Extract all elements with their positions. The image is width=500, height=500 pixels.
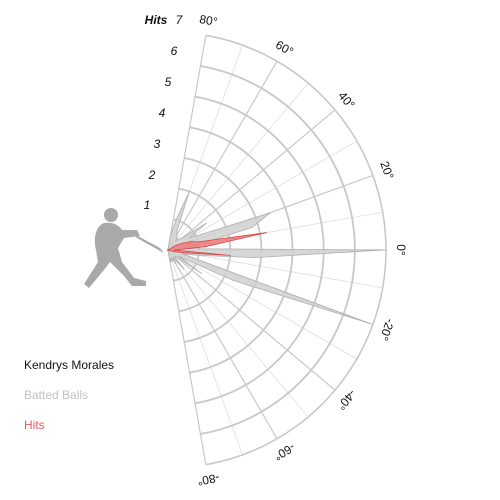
hits-point [190,240,193,243]
angle-tick-label: -60° [271,440,297,463]
batted-balls-point [382,249,384,251]
batted-balls-point [174,256,176,258]
grid-spoke [167,109,336,251]
radial-tick-label: 1 [144,198,151,212]
hits-point [265,232,267,234]
batted-balls-point [181,237,183,239]
hits-point [181,242,183,245]
grid-spoke [167,60,278,251]
chart-series [166,190,384,325]
hits-point [175,244,177,246]
grid-minor-spoke [167,249,383,289]
batted-balls-point [171,261,173,263]
batted-balls-point [251,226,253,229]
batted-balls-point [232,279,234,281]
hits-point [167,249,169,251]
batted-balls-point [176,236,178,238]
hits-point [173,249,175,251]
grid-spoke [167,35,207,251]
grid-minor-spoke [167,249,309,418]
grid-minor-spoke [167,82,309,251]
batted-balls-point [172,257,174,259]
batted-balls-point [188,190,190,193]
grid-minor-spoke [167,249,243,455]
grid-ring [205,34,387,466]
batted-balls-point [169,261,171,263]
hits-area [166,232,267,256]
batted-balls-point [254,256,256,259]
batted-balls-point [171,257,173,260]
batted-balls-point [188,236,191,239]
grid-spoke [167,249,207,465]
grid-spoke [167,249,336,391]
legend-player-name: Kendrys Morales [24,358,115,372]
batted-balls-point [178,238,180,240]
batted-balls-point [201,233,203,235]
grid-minor-spoke [167,249,357,360]
batted-balls-point [369,322,371,325]
batted-balls-point [175,262,177,265]
radial-tick-label: 6 [171,44,178,58]
angle-tick-label: -40° [334,387,359,413]
angle-tick-label: 40° [335,89,358,112]
batted-balls-point [175,219,177,221]
batter-icon [84,208,164,288]
angle-tick-label: 0° [394,244,408,256]
batted-balls-point [205,222,207,224]
legend-hits: Hits [24,418,45,432]
radial-tick-label: 5 [165,75,172,89]
angle-tick-label: 20° [377,159,396,181]
angle-tick-label: -20° [377,317,398,343]
batted-balls-point [175,239,177,242]
angle-tick-label: 80° [198,12,219,29]
batted-balls-point [269,212,272,214]
batted-balls-point [169,258,172,260]
batted-balls-point [176,233,178,235]
radial-tick-label: 7 [176,13,184,27]
grid-spoke [167,249,278,440]
radial-axis-title: Hits [145,13,168,27]
grid-minor-spoke [167,140,357,251]
angle-tick-label: -80° [196,471,220,489]
angle-tick-label: 60° [273,38,296,59]
radial-tick-label: 3 [154,137,161,151]
hits-point [182,252,184,254]
batted-balls-point [170,234,172,236]
hits-point [229,254,231,257]
batted-balls-point [183,268,185,270]
batted-balls-point [178,255,180,257]
hits-point [173,251,175,253]
batted-balls-point [182,253,184,255]
radial-tick-label: 4 [159,106,166,120]
legend-batted-balls: Batted Balls [24,388,89,402]
radial-tick-label: 2 [148,168,156,182]
batted-balls-point [176,229,178,231]
hits-point [197,241,199,243]
hits-point [204,246,206,248]
batted-balls-point [198,254,200,257]
batted-balls-point [200,272,202,274]
